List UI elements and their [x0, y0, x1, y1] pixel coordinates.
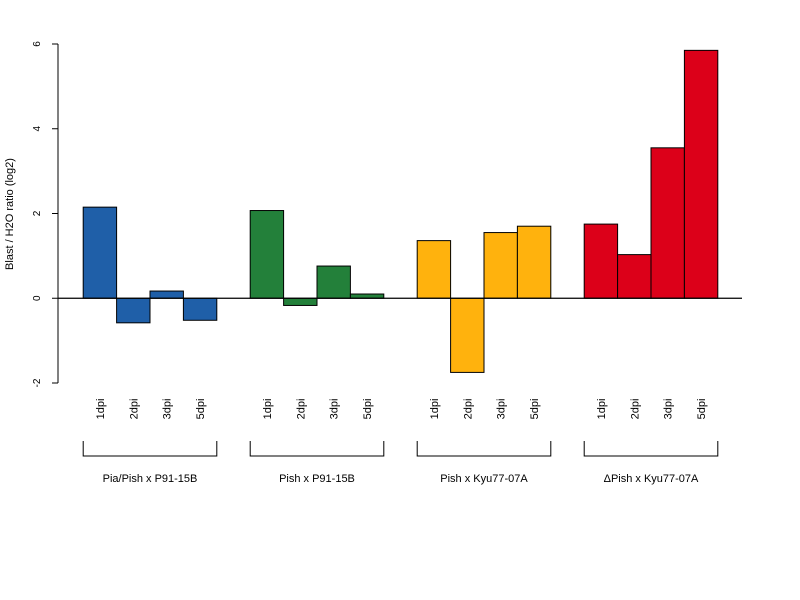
category-labels: 1dpi 2dpi 3dpi 5dpi 1dpi 2dpi 3dpi 5dpi 1dpi 2dpi… [95, 399, 708, 420]
category-label: 3dpi [162, 399, 174, 420]
category-label: 5dpi [362, 399, 374, 420]
bar [283, 297, 318, 306]
group-bracket [416, 441, 552, 457]
category-label: 5dpi [529, 399, 541, 420]
group-bracket [249, 441, 385, 457]
y-tick-label: 0 [32, 295, 43, 301]
category-label: 3dpi [496, 399, 508, 420]
group-label: Pish x P91-15B [279, 473, 355, 485]
category-label: 2dpi [629, 399, 641, 420]
y-tick-label: 4 [32, 126, 43, 132]
bar [683, 49, 719, 299]
bar [116, 297, 151, 324]
group-brackets [82, 441, 719, 457]
category-label: 1dpi [596, 399, 608, 420]
y-tick-label: 6 [32, 41, 43, 47]
bar [249, 210, 285, 299]
category-label: 2dpi [128, 399, 140, 420]
bars [82, 49, 719, 373]
bar [316, 265, 351, 299]
y-axis-label: Blast / H2O ratio (log2) [4, 158, 16, 270]
y-tick-label: -2 [32, 378, 43, 387]
group-bracket [82, 441, 218, 457]
group-label: Pia/Pish x P91-15B [103, 473, 198, 485]
bar [182, 297, 218, 321]
group-labels: Pia/Pish x P91-15B Pish x P91-15B Pish x K… [103, 473, 699, 485]
bar [149, 290, 184, 299]
bar [416, 240, 452, 299]
category-label: 1dpi [429, 399, 441, 420]
bar [349, 293, 385, 299]
bar [516, 225, 552, 299]
bar [483, 232, 518, 299]
category-label: 1dpi [262, 399, 274, 420]
bar [450, 297, 485, 373]
category-label: 3dpi [329, 399, 341, 420]
category-label: 5dpi [195, 399, 207, 420]
category-label: 1dpi [95, 399, 107, 420]
group-label: ΔPish x Kyu77-07A [604, 473, 699, 485]
y-tick-label: 2 [32, 210, 43, 216]
bar [650, 147, 685, 299]
category-label: 2dpi [295, 399, 307, 420]
category-label: 2dpi [462, 399, 474, 420]
group-bracket [583, 441, 719, 457]
group-label: Pish x Kyu77-07A [440, 473, 528, 485]
category-label: 3dpi [663, 399, 675, 420]
bar [82, 206, 118, 299]
bar [583, 223, 619, 299]
bar [617, 254, 652, 299]
category-label: 5dpi [696, 399, 708, 420]
y-axis: -2 0 2 4 6 [32, 41, 59, 387]
